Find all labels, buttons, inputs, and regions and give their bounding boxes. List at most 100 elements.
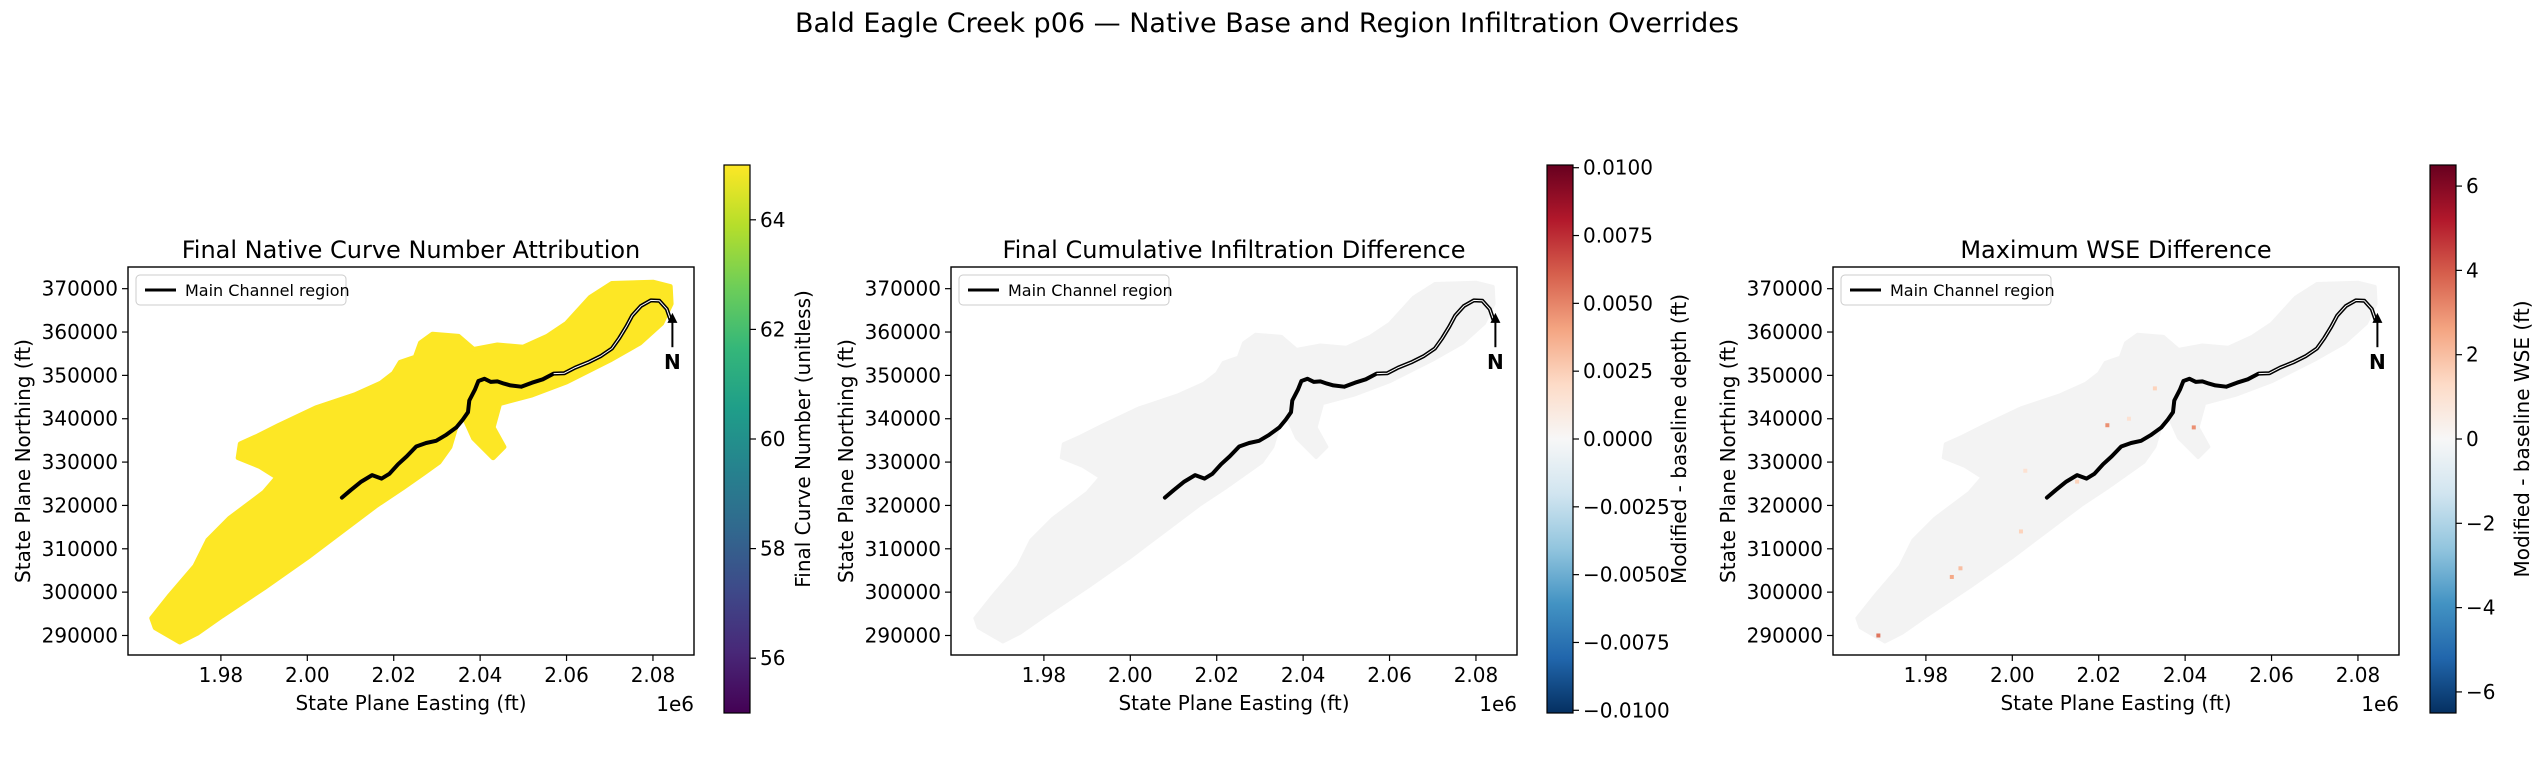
x-offset-label: 1e6 — [656, 692, 694, 716]
north-arrow-label: N — [664, 350, 681, 374]
y-tick-label: 340000 — [42, 407, 118, 431]
y-axis-label: State Plane Northing (ft) — [834, 339, 858, 583]
colorbar-tick-label: −4 — [2466, 596, 2495, 620]
x-tick-label: 1.98 — [199, 663, 244, 687]
colorbar-tick-label: 6 — [2466, 174, 2479, 198]
colorbar-tick-label: 4 — [2466, 258, 2479, 282]
colorbar-gradient — [2429, 164, 2457, 714]
axes-frame — [950, 266, 1518, 656]
y-tick-label: 320000 — [865, 493, 941, 517]
colorbar-tick-label: 62 — [760, 317, 785, 341]
y-tick-label: 360000 — [42, 320, 118, 344]
difference-cell-1 — [1876, 633, 1881, 638]
colorbar-tick-label: 0.0100 — [1583, 156, 1653, 180]
difference-cell-2 — [1949, 574, 1954, 579]
difference-cell-4 — [2105, 423, 2110, 428]
panel-2: 1.98 2.00 2.02 2.04 2.06 2.08 1e6 State Plane E… — [834, 156, 1691, 723]
main-channel-centerline — [553, 299, 671, 375]
north-arrow: N — [664, 312, 681, 374]
colorbar-tick-label: 0.0000 — [1583, 427, 1653, 451]
basin-raster — [149, 279, 674, 645]
legend-box — [135, 274, 347, 306]
north-arrow: N — [1487, 312, 1504, 374]
difference-cell-7 — [2152, 386, 2157, 391]
plot-area — [149, 279, 674, 645]
panel-title: Final Cumulative Infiltration Difference — [1003, 236, 1466, 264]
x-tick-label: 2.00 — [1108, 663, 1153, 687]
legend-label: Main Channel region — [1008, 281, 1173, 300]
colorbar-gradient — [723, 164, 751, 714]
colorbar-tick-label: 0.0025 — [1583, 359, 1653, 383]
colorbar-label: Modified - baseline depth (ft) — [1667, 294, 1691, 584]
difference-cell-6 — [2075, 479, 2080, 484]
basin-raster — [973, 280, 1496, 644]
axes-frame — [1832, 266, 2400, 656]
north-arrow-head — [2372, 312, 2383, 323]
colorbar-tick-label: −0.0025 — [1583, 495, 1670, 519]
north-arrow: N — [2369, 312, 2386, 374]
colorbar-tick-label: −0.0075 — [1583, 630, 1670, 654]
colorbar-tick-label: 64 — [760, 208, 785, 232]
y-tick-label: 320000 — [1747, 493, 1823, 517]
y-tick-label: 290000 — [865, 623, 941, 647]
y-tick-label: 330000 — [42, 450, 118, 474]
x-tick-label: 2.02 — [371, 663, 416, 687]
y-tick-label: 330000 — [865, 450, 941, 474]
x-tick-label: 1.98 — [1904, 663, 1949, 687]
x-tick-label: 2.04 — [1281, 663, 1326, 687]
legend: Main Channel region — [1840, 274, 2055, 306]
y-tick-label: 290000 — [1747, 623, 1823, 647]
x-tick-label: 2.06 — [1367, 663, 1412, 687]
difference-cell-5 — [2191, 425, 2196, 430]
north-arrow-label: N — [1487, 350, 1504, 374]
plot-area — [973, 280, 1496, 644]
colorbar-tick-label: 56 — [760, 646, 785, 670]
y-tick-label: 310000 — [1747, 537, 1823, 561]
colorbar-tick-label: −6 — [2466, 680, 2495, 704]
difference-cell-9 — [2018, 529, 2023, 534]
x-axis-label: State Plane Easting (ft) — [1118, 691, 1349, 715]
colorbar-tick-label: 0.0075 — [1583, 224, 1653, 248]
basin-raster — [1855, 280, 2378, 644]
colorbar-label: Modified - baseline WSE (ft) — [2510, 300, 2534, 577]
y-tick-label: 300000 — [1747, 580, 1823, 604]
y-tick-label: 350000 — [42, 363, 118, 387]
x-tick-label: 2.08 — [631, 663, 676, 687]
y-axis-label: State Plane Northing (ft) — [1716, 339, 1740, 583]
colorbar-label: Final Curve Number (unitless) — [791, 290, 815, 588]
colorbar-gradient — [1546, 164, 1574, 714]
x-axis-label: State Plane Easting (ft) — [295, 691, 526, 715]
y-tick-label: 370000 — [42, 277, 118, 301]
y-tick-label: 350000 — [1747, 363, 1823, 387]
legend-label: Main Channel region — [185, 281, 350, 300]
x-tick-label: 2.08 — [1454, 663, 1499, 687]
x-tick-label: 2.00 — [1990, 663, 2035, 687]
y-tick-label: 330000 — [1747, 450, 1823, 474]
colorbar-tick-label: −0.0050 — [1583, 563, 1670, 587]
x-tick-label: 2.02 — [2076, 663, 2121, 687]
figure-title: Bald Eagle Creek p06 — Native Base and R… — [795, 8, 1739, 39]
y-tick-label: 370000 — [865, 277, 941, 301]
x-offset-label: 1e6 — [2361, 692, 2399, 716]
x-tick-label: 2.02 — [1194, 663, 1239, 687]
colorbar-tick-label: 60 — [760, 427, 785, 451]
colorbar-tick-label: 0.0050 — [1583, 291, 1653, 315]
y-axis-label: State Plane Northing (ft) — [11, 339, 35, 583]
main-channel-centerline — [2258, 299, 2376, 375]
plot-area — [1855, 280, 2378, 644]
main-channel-centerline — [1376, 299, 1494, 375]
panel-title: Maximum WSE Difference — [1960, 236, 2271, 264]
difference-cell-8 — [2023, 468, 2028, 473]
legend: Main Channel region — [135, 274, 350, 306]
y-tick-label: 300000 — [865, 580, 941, 604]
y-tick-label: 310000 — [865, 537, 941, 561]
y-tick-label: 360000 — [865, 320, 941, 344]
y-tick-label: 340000 — [865, 407, 941, 431]
panel-1: 1.98 2.00 2.02 2.04 2.06 2.08 1e6 State Plane E… — [11, 164, 815, 716]
colorbar-tick-label: 2 — [2466, 343, 2479, 367]
colorbar: −0.0100 −0.0075 −0.0050 −0.0025 0.0000 0.0025… — [1546, 156, 1691, 722]
y-tick-label: 340000 — [1747, 407, 1823, 431]
y-tick-label: 320000 — [42, 493, 118, 517]
y-tick-label: 300000 — [42, 580, 118, 604]
